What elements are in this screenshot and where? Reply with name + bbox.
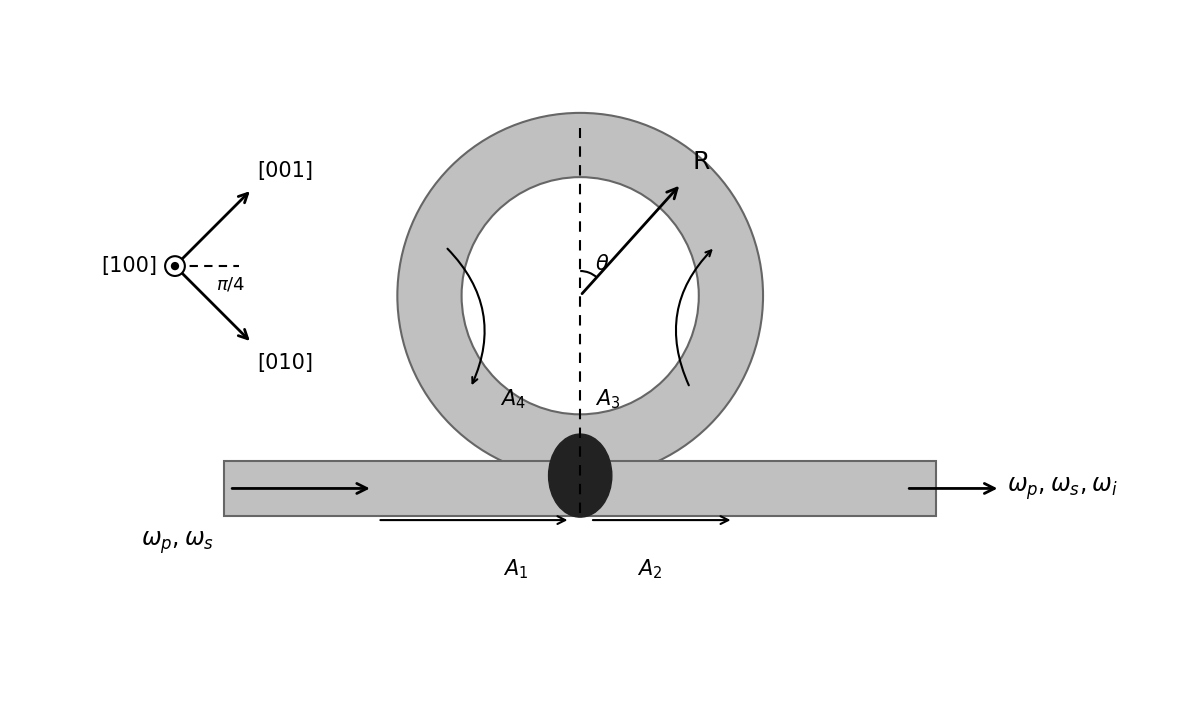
Bar <box>224 461 936 516</box>
Text: [001]: [001] <box>257 162 313 182</box>
Circle shape <box>398 113 763 478</box>
Text: $A_2$: $A_2$ <box>636 558 661 581</box>
Circle shape <box>172 262 178 270</box>
Text: $A_3$: $A_3$ <box>595 388 621 411</box>
Circle shape <box>165 256 185 276</box>
Text: $\omega_p, \omega_s$: $\omega_p, \omega_s$ <box>141 530 215 556</box>
Ellipse shape <box>548 434 611 517</box>
Text: $A_1$: $A_1$ <box>504 558 529 581</box>
Text: [100]: [100] <box>101 256 158 276</box>
Text: $\omega_p, \omega_s, \omega_i$: $\omega_p, \omega_s, \omega_i$ <box>1008 475 1118 502</box>
Text: $\pi/4$: $\pi/4$ <box>216 276 246 294</box>
Circle shape <box>462 177 698 414</box>
Text: $\theta$: $\theta$ <box>595 254 609 274</box>
Text: [010]: [010] <box>257 352 313 373</box>
Text: $A_4$: $A_4$ <box>500 388 525 411</box>
Text: R: R <box>693 150 710 174</box>
